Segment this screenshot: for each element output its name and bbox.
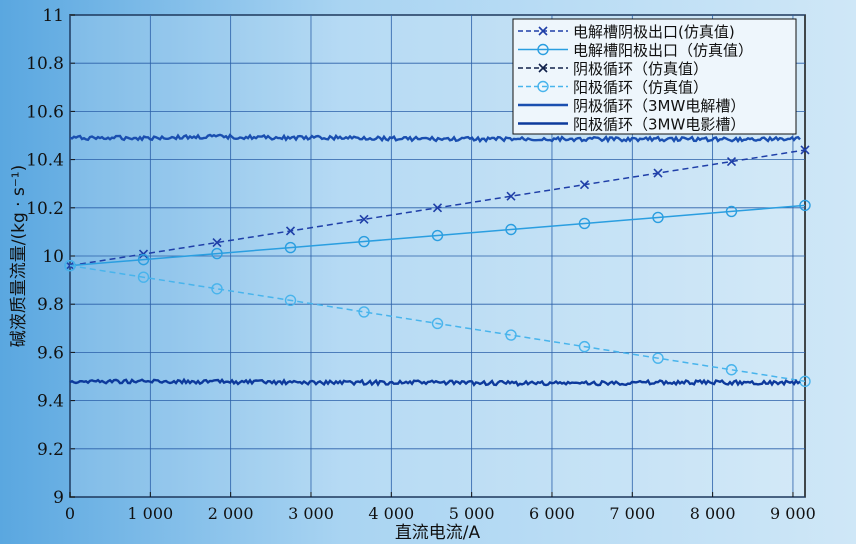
data-point: [358, 235, 370, 248]
data-point: [431, 229, 444, 242]
y-tick-label: 11: [42, 6, 64, 26]
data-point: [579, 180, 590, 190]
data-point: [211, 247, 223, 260]
y-tick-label: 9.4: [37, 392, 64, 412]
legend-marker: [537, 43, 549, 56]
data-point: [64, 259, 76, 272]
data-point: [211, 283, 223, 295]
data-point: [725, 205, 738, 218]
data-point: [505, 223, 517, 236]
legend-label: 电解槽阴极出口(仿真值): [573, 23, 735, 41]
legend-marker: [537, 80, 549, 93]
y-tick-label: 10.2: [26, 199, 64, 219]
data-point: [578, 340, 591, 353]
data-point: [578, 217, 591, 230]
y-tick-label: 9.8: [37, 295, 64, 315]
series-line: [69, 377, 801, 387]
series-line: [69, 204, 806, 267]
legend-marker: [538, 63, 548, 73]
data-point: [652, 352, 664, 364]
data-point: [284, 241, 297, 254]
data-point: [212, 237, 222, 248]
legend-label: 阴极循环（3MW电解槽）: [573, 97, 745, 115]
data-point: [358, 306, 370, 318]
legend-label: 电解槽阳极出口（仿真值）: [573, 42, 753, 60]
data-point: [432, 203, 443, 213]
x-tick-label: 3 000: [288, 504, 334, 523]
y-tick-label: 10.4: [26, 151, 64, 171]
x-tick-label: 7 000: [609, 504, 655, 523]
x-tick-label: 1 000: [127, 504, 173, 523]
y-tick-label: 9: [53, 488, 64, 508]
data-point: [284, 294, 297, 307]
y-tick-label: 10: [42, 247, 64, 267]
data-point: [652, 211, 664, 224]
data-point: [505, 329, 517, 341]
y-tick-label: 10.6: [26, 102, 64, 122]
x-tick-label: 9 000: [770, 504, 816, 523]
data-point: [137, 271, 150, 283]
data-point: [285, 226, 296, 236]
legend-label: 阳极循环（3MW电影槽）: [573, 116, 745, 134]
legend: [512, 18, 797, 135]
data-point: [359, 214, 369, 224]
data-point: [799, 199, 811, 212]
x-tick-label: 8 000: [690, 504, 736, 523]
data-point: [506, 191, 516, 201]
series-line: [69, 133, 801, 144]
data-point: [800, 145, 810, 155]
series-line: [69, 264, 806, 383]
x-tick-label: 0: [65, 504, 75, 523]
x-tick-label: 6 000: [529, 504, 575, 523]
y-tick-label: 9.2: [37, 440, 64, 460]
legend-marker: [538, 26, 548, 36]
data-point: [653, 168, 663, 178]
y-tick-label: 10.8: [26, 54, 64, 74]
x-axis-label: 直流电流/A: [395, 523, 481, 543]
data-point: [137, 253, 150, 266]
x-tick-label: 5 000: [449, 504, 495, 523]
data-point: [726, 156, 737, 167]
legend-label: 阳极循环（仿真值）: [573, 79, 708, 97]
data-point: [799, 375, 811, 388]
y-tick-label: 9.6: [37, 343, 64, 363]
y-axis-label: 碱液质量流量/(kg · s⁻¹): [9, 165, 29, 347]
x-tick-label: 4 000: [368, 504, 414, 523]
data-point: [431, 317, 444, 330]
legend-label: 阴极循环（仿真值）: [573, 60, 708, 78]
data-point: [725, 364, 738, 376]
x-tick-label: 2 000: [208, 504, 254, 523]
